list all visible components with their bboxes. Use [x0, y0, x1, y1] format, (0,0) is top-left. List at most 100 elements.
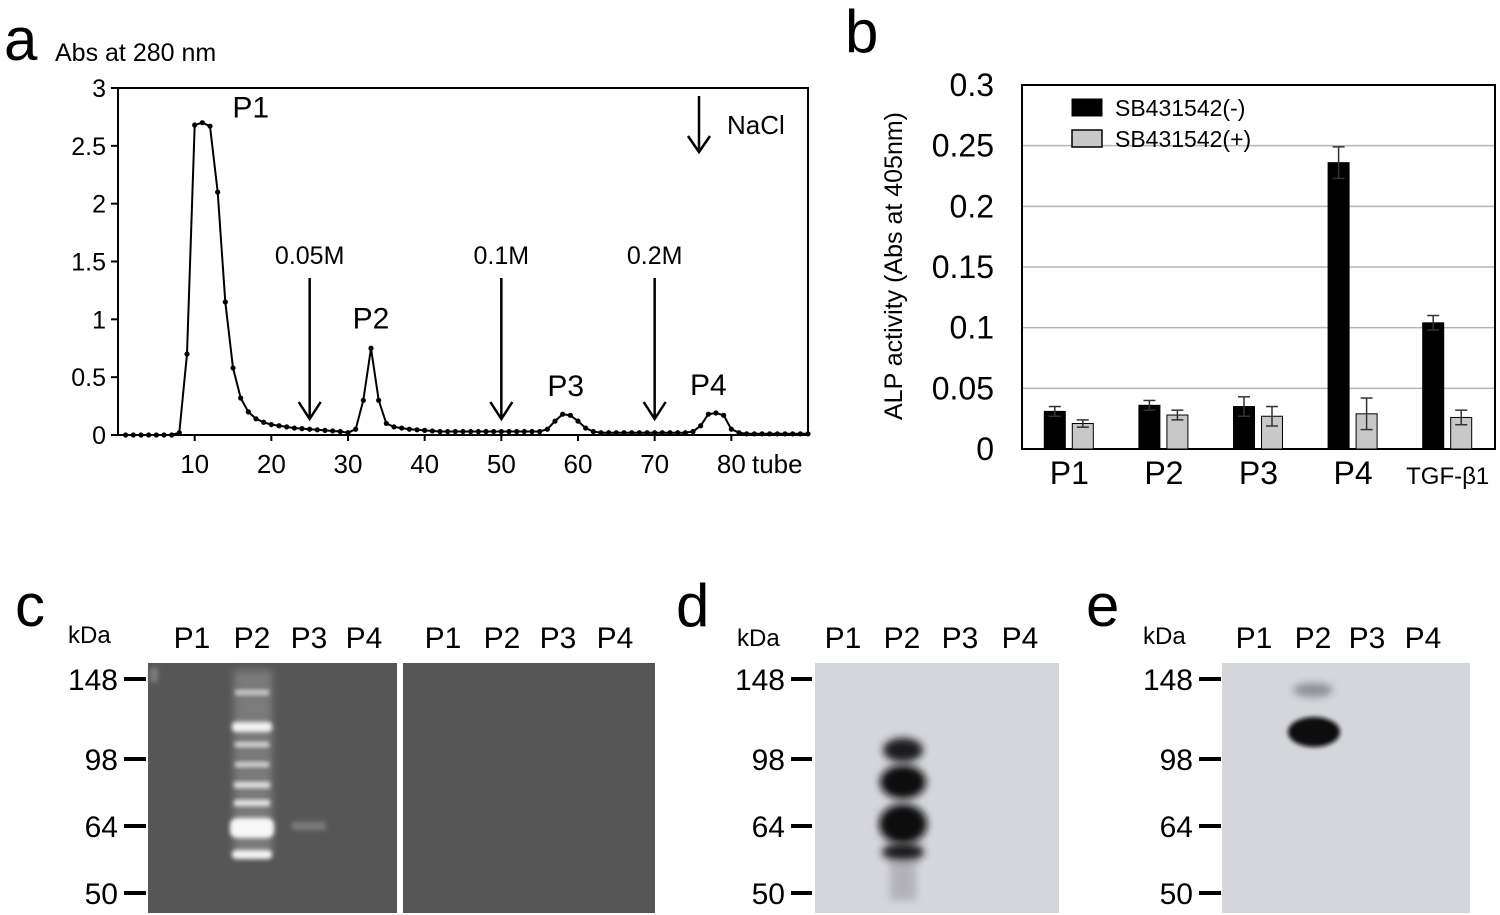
y-tick-label: 0.5	[71, 364, 106, 392]
band-faint	[292, 822, 326, 830]
panel-c: c kDa P1 P2 P3 P4 P1 P2 P3 P4 148 98 64 50	[15, 572, 655, 913]
marker-labels: 148 98 64 50	[1143, 664, 1221, 911]
data-point	[192, 122, 198, 128]
data-point	[215, 189, 221, 195]
data-point	[790, 431, 796, 437]
lane-label: P1	[174, 622, 211, 655]
data-point	[230, 365, 236, 371]
x-axis-ticks: 10 20 30 40 50 60 70 80	[180, 435, 746, 479]
lane-label: P4	[1002, 622, 1039, 655]
data-point	[452, 428, 458, 435]
data-point	[445, 428, 451, 435]
panel-d: d kDa P1 P2 P3 P4 148 98 64 50	[676, 572, 1059, 913]
legend-label-minus: SB431542(-)	[1115, 95, 1245, 121]
data-point	[744, 431, 750, 437]
data-point	[498, 428, 504, 435]
marker-label: 148	[1143, 664, 1193, 697]
lane-label: P2	[234, 622, 271, 655]
y-tick-label: 0.15	[932, 249, 994, 285]
y-axis-ticks: 0 0.05 0.1 0.15 0.2 0.25 0.3	[932, 67, 994, 467]
y-tick-label: 2	[92, 191, 106, 219]
data-point	[475, 428, 481, 435]
panel-a: a Abs at 280 nm 0 0.5 1 1.5 2 2.5 3 10 20 30 40 50…	[4, 6, 811, 479]
marker-label: 64	[85, 811, 118, 844]
data-point	[399, 425, 405, 431]
data-point	[437, 428, 443, 435]
data-point	[245, 409, 251, 415]
data-point	[544, 426, 550, 432]
x-tick-label: 50	[487, 449, 516, 479]
marker-label: 50	[752, 878, 785, 911]
lane-label: P3	[1349, 622, 1386, 655]
lane-labels: P1 P2 P3 P4	[1236, 622, 1442, 655]
marker-labels: 148 98 64 50	[735, 664, 812, 911]
blot-d	[815, 663, 1059, 913]
data-point	[368, 345, 374, 351]
y-axis-ticks: 0 0.5 1 1.5 2 2.5 3	[71, 75, 118, 450]
peak-label: P2	[353, 302, 390, 335]
data-point	[529, 428, 535, 435]
data-point	[414, 427, 420, 433]
lane-label: P2	[484, 622, 521, 655]
band	[232, 850, 272, 859]
category-label: P4	[1334, 455, 1373, 491]
data-point	[429, 428, 435, 434]
data-point	[797, 431, 803, 437]
lane-labels-left: P1 P2 P3 P4	[174, 622, 383, 655]
y-tick-label: 1.5	[71, 249, 106, 277]
data-point	[483, 428, 489, 435]
data-point	[705, 411, 711, 417]
panel-b: b ALP activity (Abs at 405nm) 0 0.05 0.1 0.…	[845, 0, 1496, 491]
data-point	[138, 432, 144, 438]
data-point	[690, 428, 696, 435]
panel-e: e kDa P1 P2 P3 P4 148 98 64 50	[1086, 572, 1470, 913]
data-point	[222, 299, 228, 305]
legend-label-plus: SB431542(+)	[1115, 126, 1251, 152]
lane-label: P1	[825, 622, 862, 655]
arrow-label: 0.05M	[275, 242, 344, 270]
data-point	[406, 426, 412, 432]
data-point	[506, 428, 512, 435]
band	[235, 762, 269, 767]
band	[883, 738, 923, 762]
band	[230, 818, 274, 838]
data-point	[184, 351, 190, 357]
kda-label: kDa	[737, 625, 780, 652]
data-point	[514, 428, 520, 435]
data-point	[253, 416, 259, 422]
y-tick-label: 0	[92, 422, 106, 450]
arrow-label: 0.2M	[627, 242, 683, 270]
gel-left	[148, 663, 397, 913]
y-axis-label: ALP activity (Abs at 405nm)	[880, 112, 908, 420]
legend-swatch-minus	[1071, 98, 1103, 117]
y-tick-label: 3	[92, 75, 106, 103]
marker-label: 64	[1160, 811, 1193, 844]
data-point	[422, 427, 428, 433]
band	[232, 722, 272, 732]
band-faint	[1293, 683, 1333, 697]
bars	[1043, 146, 1473, 450]
data-point	[360, 397, 366, 403]
data-point	[675, 430, 681, 436]
data-point	[552, 418, 558, 424]
data-point	[130, 432, 136, 438]
y-tick-label: 0.2	[950, 188, 994, 224]
data-point	[575, 418, 581, 424]
data-point	[759, 431, 765, 437]
data-point	[713, 410, 719, 416]
arrow-head	[642, 401, 667, 422]
data-point	[460, 428, 466, 435]
arrow-head	[297, 401, 322, 422]
data-point	[176, 430, 182, 436]
data-point	[276, 423, 282, 429]
lane-label: P2	[1295, 622, 1332, 655]
data-point	[207, 123, 213, 129]
data-point	[491, 428, 497, 435]
data-point	[644, 430, 650, 436]
band	[235, 742, 269, 747]
data-point	[261, 419, 267, 425]
category-label: TGF-β1	[1406, 463, 1489, 490]
data-point	[537, 428, 543, 435]
data-point	[391, 424, 397, 430]
data-point	[736, 430, 742, 436]
